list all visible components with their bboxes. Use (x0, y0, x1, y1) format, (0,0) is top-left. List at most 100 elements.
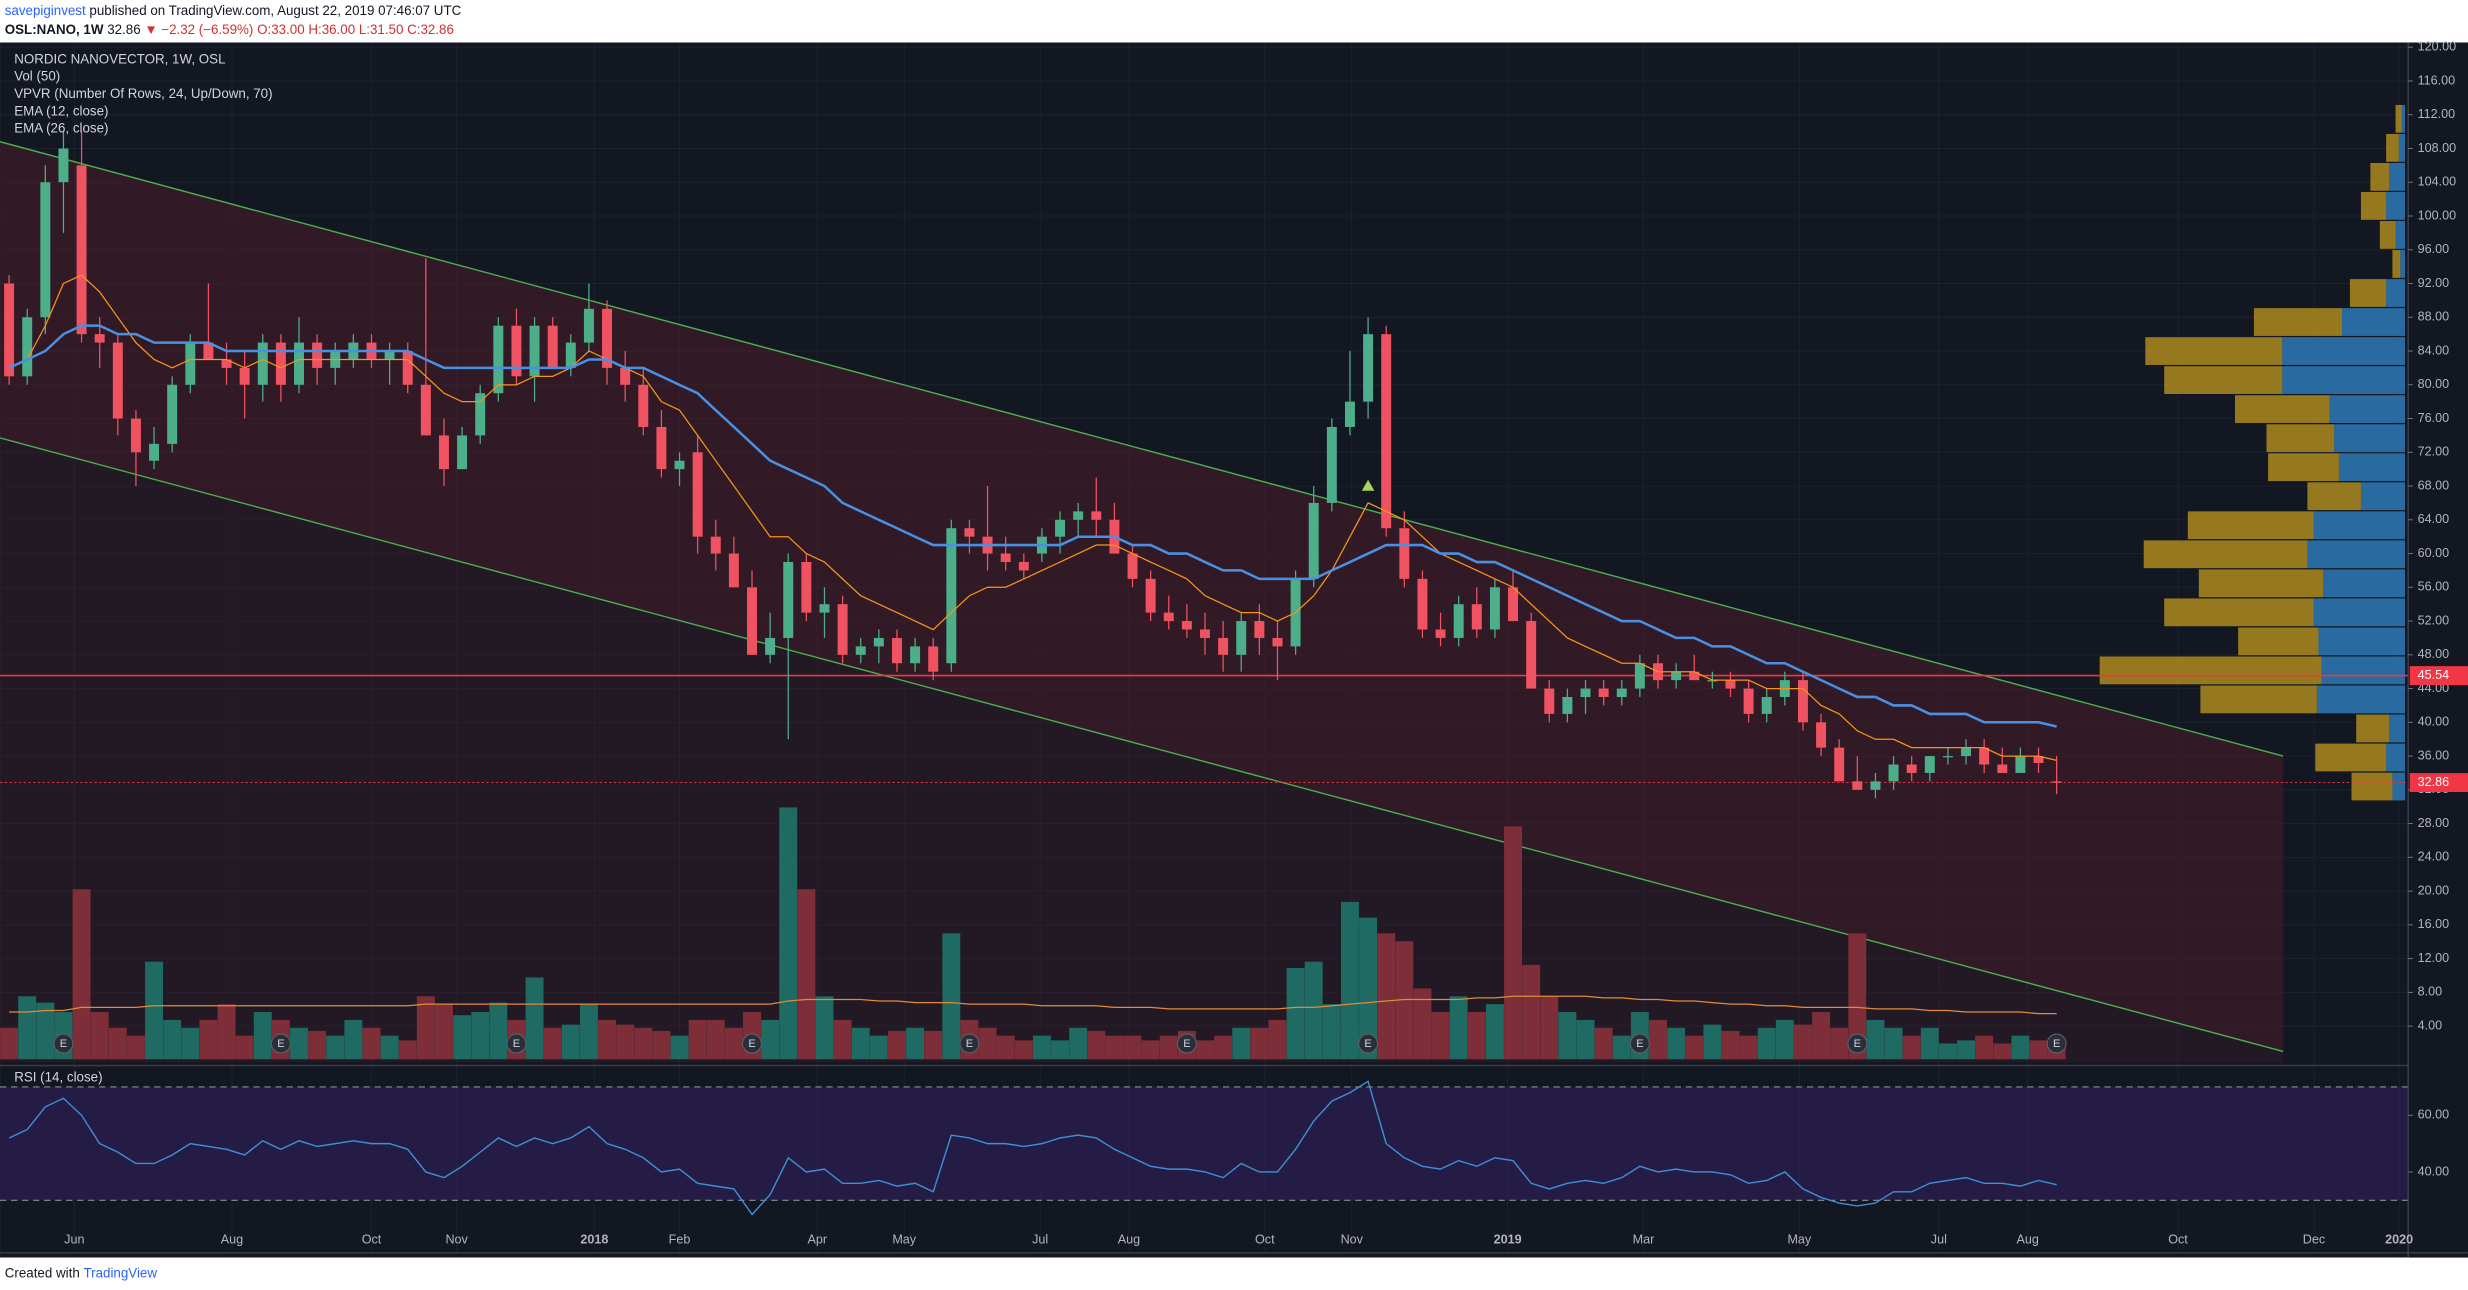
y-tick-label: 52.00 (2418, 613, 2449, 627)
candle-body (1145, 578, 1156, 613)
candle-body (1580, 688, 1591, 698)
last: 32.86 (107, 21, 140, 36)
volume-bar (1485, 1004, 1504, 1060)
volume-bar (1830, 1027, 1849, 1060)
volume-bar (996, 1035, 1015, 1060)
brand[interactable]: TradingView (83, 1265, 157, 1280)
rsi-tick-label: 60.00 (2418, 1108, 2449, 1122)
vpvr-up (2392, 772, 2406, 801)
vpvr-down (2356, 714, 2390, 743)
volume-bar (1087, 1030, 1106, 1060)
volume-bar (1957, 1040, 1976, 1060)
volume-bar (1395, 941, 1414, 1060)
vpvr-down (2351, 772, 2393, 801)
earnings-marker (270, 1033, 291, 1054)
volume-bar (2029, 1040, 2048, 1060)
candle-body (167, 384, 178, 444)
y-tick-label: 92.00 (2418, 276, 2449, 290)
candle-body (565, 342, 576, 368)
volume-bar (1069, 1027, 1088, 1060)
y-tick-label: 40.00 (2418, 715, 2449, 729)
volume-bar (362, 1027, 381, 1060)
volume-bar (1975, 1035, 1994, 1060)
candle-body (547, 325, 558, 368)
vpvr-down (2307, 482, 2361, 511)
earnings-marker (742, 1033, 762, 1054)
x-tick-label: Apr (807, 1233, 827, 1247)
candle-body (946, 528, 957, 664)
volume-bar (1504, 826, 1523, 1060)
volume-bar (453, 1015, 472, 1060)
volume-bar (688, 1019, 707, 1060)
candle-body (221, 359, 232, 368)
candle-body (185, 342, 196, 385)
volume-bar (924, 1030, 943, 1060)
x-tick-label: Aug (1118, 1233, 1140, 1247)
volume-bar (1413, 988, 1432, 1060)
price-label: 32.86 (2418, 775, 2449, 789)
vpvr-down (2253, 308, 2343, 336)
candle-body (58, 148, 69, 183)
candle-body (1761, 697, 1772, 714)
volume-bar (1866, 1019, 1885, 1060)
author[interactable]: savepiginvest (5, 3, 86, 18)
x-tick-label: 2018 (580, 1233, 608, 1247)
volume-bar (217, 1004, 236, 1060)
candle-body (1399, 528, 1410, 579)
earnings-marker (1847, 1033, 1868, 1054)
volume-bar (489, 1002, 508, 1060)
volume-bar (779, 807, 798, 1060)
candle-body (149, 443, 160, 461)
volume-bar (1793, 1024, 1812, 1060)
y-tick-label: 20.00 (2418, 883, 2449, 897)
volume-bar (561, 1024, 580, 1060)
vpvr-up (2323, 569, 2406, 598)
signal-marker (1361, 479, 1375, 491)
candle-body (1163, 612, 1174, 622)
candle-body (1326, 426, 1337, 503)
candle-body (94, 334, 105, 343)
vpvr-down (2099, 656, 2322, 685)
candle-body (475, 393, 486, 436)
candle-body (928, 646, 939, 672)
y-tick-label: 12.00 (2418, 951, 2449, 965)
volume-bar (616, 1024, 635, 1060)
candle-body (384, 351, 395, 360)
candle-body (1508, 587, 1519, 622)
y-tick-label: 28.00 (2418, 816, 2449, 830)
candle-body (40, 182, 51, 318)
volume-bar (326, 1035, 345, 1060)
vpvr-down (2395, 104, 2402, 133)
volume-bar (978, 1027, 997, 1060)
volume-bar (1304, 961, 1323, 1060)
candle-body (873, 637, 884, 647)
volume-bar (471, 1012, 490, 1060)
volume-bar (1322, 1004, 1341, 1060)
vpvr-down (2266, 424, 2335, 453)
candle-body (1417, 578, 1428, 630)
volume-bar (290, 1027, 308, 1060)
legend-item: Vol (50) (14, 69, 60, 84)
footer-bar (0, 1257, 2468, 1290)
candle-body (765, 637, 776, 655)
candle-body (964, 528, 975, 537)
earnings-label: E (1636, 1038, 1643, 1050)
candle-body (1797, 680, 1808, 723)
symbol-line: OSL:NANO, 1W 32.86 ▼ −2.32 (−6.59%) O:33… (5, 21, 454, 36)
candle-body (457, 435, 468, 470)
vpvr-up (2334, 424, 2406, 453)
candle-body (602, 308, 613, 368)
volume-bar (797, 889, 816, 1060)
published: published on TradingView.com, August 22,… (89, 3, 461, 18)
volume-bar (1522, 964, 1541, 1060)
candle-body (1381, 334, 1392, 529)
x-tick-label: 2019 (1494, 1233, 1522, 1247)
candle-body (1254, 621, 1265, 638)
candle-body (203, 342, 214, 360)
candle-body (638, 384, 649, 427)
candle-body (1453, 604, 1464, 638)
earnings-label: E (748, 1038, 755, 1050)
candle-body (1471, 604, 1482, 630)
y-tick-label: 24.00 (2418, 850, 2449, 864)
vpvr-up (2386, 743, 2406, 772)
